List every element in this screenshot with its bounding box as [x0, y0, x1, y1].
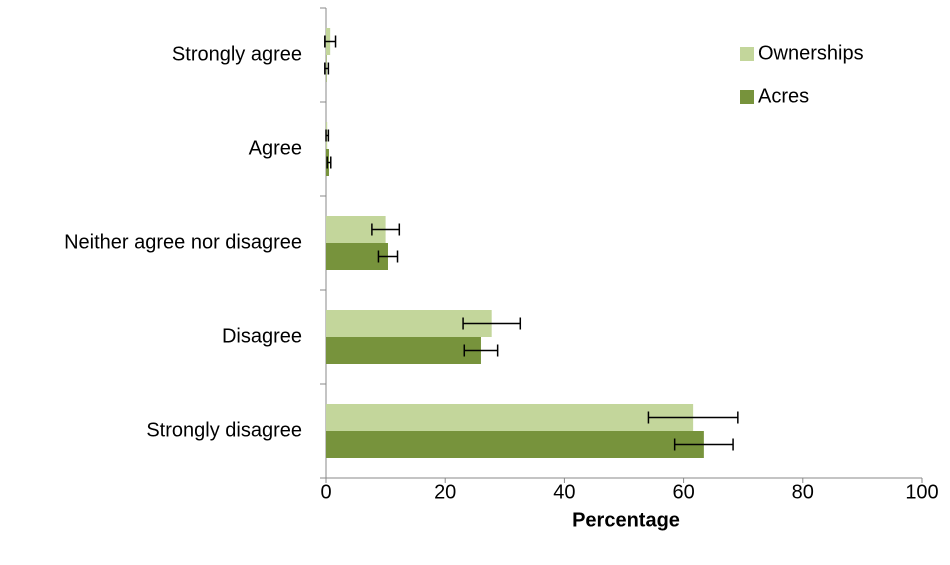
x-tick-label: 20 — [434, 481, 456, 503]
y-tick-label: Agree — [249, 137, 302, 159]
y-tick-label: Strongly agree — [172, 43, 302, 65]
bar — [326, 404, 694, 431]
legend-swatch — [740, 47, 754, 61]
legend-swatch — [740, 90, 754, 104]
error-bar — [377, 250, 399, 263]
legend-label: Acres — [758, 85, 809, 107]
error-bar — [324, 62, 330, 75]
error-bar — [463, 344, 499, 357]
error-bar — [325, 129, 330, 142]
x-tick-label: 60 — [672, 481, 694, 503]
error-bar — [673, 438, 734, 451]
legend-label: Ownerships — [758, 42, 864, 64]
x-tick-label: 40 — [553, 481, 575, 503]
x-tick-label: 80 — [792, 481, 814, 503]
bar — [326, 337, 481, 364]
x-axis-label: Percentage — [572, 509, 680, 531]
error-bar — [462, 317, 522, 330]
y-tick-label: Strongly disagree — [146, 419, 302, 441]
error-bar — [371, 223, 401, 236]
error-bar — [324, 35, 337, 48]
x-tick-label: 0 — [320, 481, 331, 503]
y-tick-label: Disagree — [222, 325, 302, 347]
x-tick-label: 100 — [905, 481, 938, 503]
error-bar — [647, 411, 739, 424]
error-bar — [326, 156, 332, 169]
y-tick-label: Neither agree nor disagree — [64, 231, 302, 253]
bar — [326, 243, 388, 270]
bar — [326, 431, 704, 458]
